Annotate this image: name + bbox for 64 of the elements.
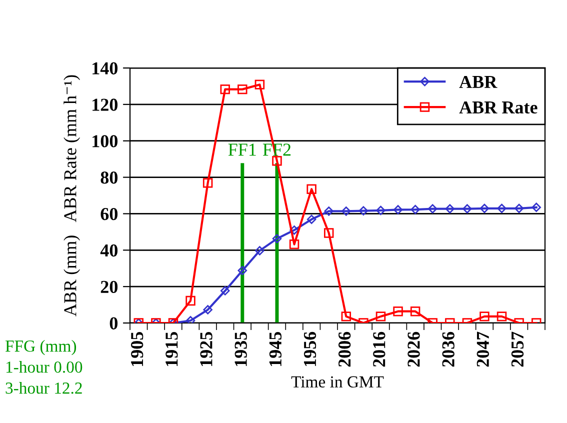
x-tick-label: 1925 <box>200 332 212 366</box>
point <box>480 204 490 214</box>
point <box>203 305 212 314</box>
x-tick-label: 2016 <box>373 332 386 367</box>
point <box>186 296 196 306</box>
y-tick-label: 100 <box>92 135 118 148</box>
point <box>306 184 316 194</box>
x-tick-label: 2047 <box>476 332 489 367</box>
point <box>342 206 351 216</box>
point <box>202 178 213 188</box>
x-axis-title: Time in GMT <box>291 376 384 388</box>
x-tick-label: 1905 <box>130 332 144 366</box>
y-axis-title: ABR (mm) ABR Rate (mm h⁻¹) <box>64 75 80 316</box>
point <box>254 80 265 90</box>
x-tick-label: 2006 <box>338 332 351 367</box>
point <box>341 312 352 322</box>
point <box>393 205 403 214</box>
y-tick-label: 80 <box>100 172 118 184</box>
legend-label: ABR Rate <box>459 101 538 114</box>
point <box>186 316 196 323</box>
y-tick-label: 0 <box>110 317 118 330</box>
y-tick-label: 20 <box>100 280 118 294</box>
point <box>289 239 300 250</box>
point <box>462 204 472 214</box>
point <box>376 206 386 216</box>
point <box>428 204 438 214</box>
point <box>497 204 506 214</box>
point <box>445 204 455 214</box>
point <box>255 246 264 256</box>
point <box>376 312 386 322</box>
x-tick-label: 2036 <box>442 332 454 367</box>
x-tick-label: 2026 <box>408 332 420 367</box>
point <box>220 84 230 94</box>
text: FFG (mm) <box>5 340 76 356</box>
ref-line-label: FF1 <box>228 144 256 156</box>
x-tick-label: 1935 <box>234 332 247 366</box>
point <box>480 312 490 322</box>
x-tick-label: 1945 <box>269 332 282 366</box>
point <box>272 156 282 166</box>
point <box>532 202 541 212</box>
point <box>324 206 334 216</box>
point <box>238 266 248 276</box>
point <box>290 225 299 235</box>
text: 3-hour 12.2 <box>6 382 82 394</box>
point <box>238 84 248 94</box>
point <box>358 206 368 216</box>
point <box>306 214 316 224</box>
point <box>272 234 282 244</box>
y-tick-label: 120 <box>92 98 118 111</box>
x-tick-label: 1956 <box>304 332 316 366</box>
point <box>514 204 524 214</box>
text: 1-hour 0.00 <box>6 361 82 373</box>
y-tick-label: 40 <box>100 244 118 257</box>
point <box>393 306 403 316</box>
point <box>496 312 507 322</box>
legend-label: ABR <box>459 76 498 88</box>
y-tick-label: 140 <box>92 62 118 74</box>
x-tick-label: 1915 <box>166 332 178 366</box>
point <box>410 306 420 316</box>
point <box>220 286 230 296</box>
point <box>324 228 334 238</box>
y-tick-label: 60 <box>100 208 118 220</box>
x-tick-label: 2057 <box>511 332 524 367</box>
point <box>410 204 420 214</box>
